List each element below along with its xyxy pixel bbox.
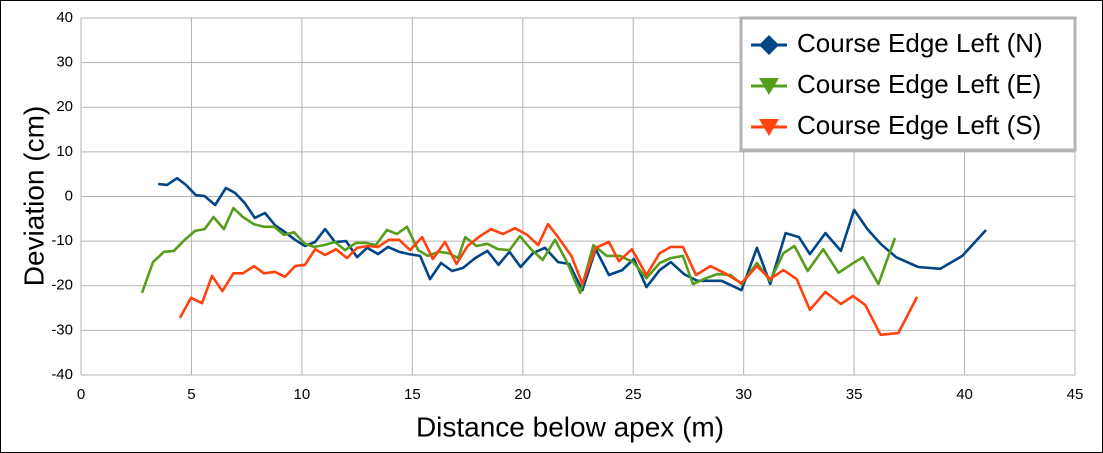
x-tick-label: 35 bbox=[846, 386, 863, 403]
y-tick-label: -10 bbox=[51, 232, 73, 249]
y-tick-label: -30 bbox=[51, 321, 73, 338]
legend-marker bbox=[759, 78, 779, 95]
legend-label: Course Edge Left (S) bbox=[797, 110, 1041, 140]
x-tick-label: 0 bbox=[77, 386, 85, 403]
legend: Course Edge Left (N) Course Edge Left (E)… bbox=[739, 16, 1077, 152]
x-axis-title: Distance below apex (m) bbox=[416, 411, 724, 442]
x-tick-label: 40 bbox=[956, 386, 973, 403]
x-tick-label: 20 bbox=[514, 386, 531, 403]
x-tick-label: 5 bbox=[187, 386, 195, 403]
legend-marker bbox=[759, 35, 779, 55]
y-tick-label: -40 bbox=[51, 366, 73, 383]
plot bbox=[140, 176, 987, 337]
x-tick-label: 30 bbox=[735, 386, 752, 403]
x-tick-label: 25 bbox=[625, 386, 642, 403]
series-line bbox=[178, 222, 919, 337]
legend-label: Course Edge Left (E) bbox=[797, 69, 1041, 99]
legend-box bbox=[739, 16, 1077, 152]
x-tick-label: 10 bbox=[294, 386, 311, 403]
series-line bbox=[157, 176, 987, 292]
legend-marker bbox=[759, 119, 779, 136]
legend-label: Course Edge Left (N) bbox=[797, 28, 1043, 58]
y-axis-title: Deviation (cm) bbox=[18, 106, 49, 286]
x-tick-label: 45 bbox=[1067, 386, 1084, 403]
y-tick-label: 40 bbox=[56, 9, 73, 26]
y-tick-label: -20 bbox=[51, 277, 73, 294]
y-tick-label: 0 bbox=[65, 187, 73, 204]
y-tick-label: 10 bbox=[56, 143, 73, 160]
labels: -40 -30 -20 -10 0 10 20 30 40 0 5 10 15 20 25 30 35 40 45 bbox=[51, 9, 1083, 403]
y-tick-label: 30 bbox=[56, 54, 73, 71]
x-tick-label: 15 bbox=[404, 386, 421, 403]
y-tick-label: 20 bbox=[56, 98, 73, 115]
